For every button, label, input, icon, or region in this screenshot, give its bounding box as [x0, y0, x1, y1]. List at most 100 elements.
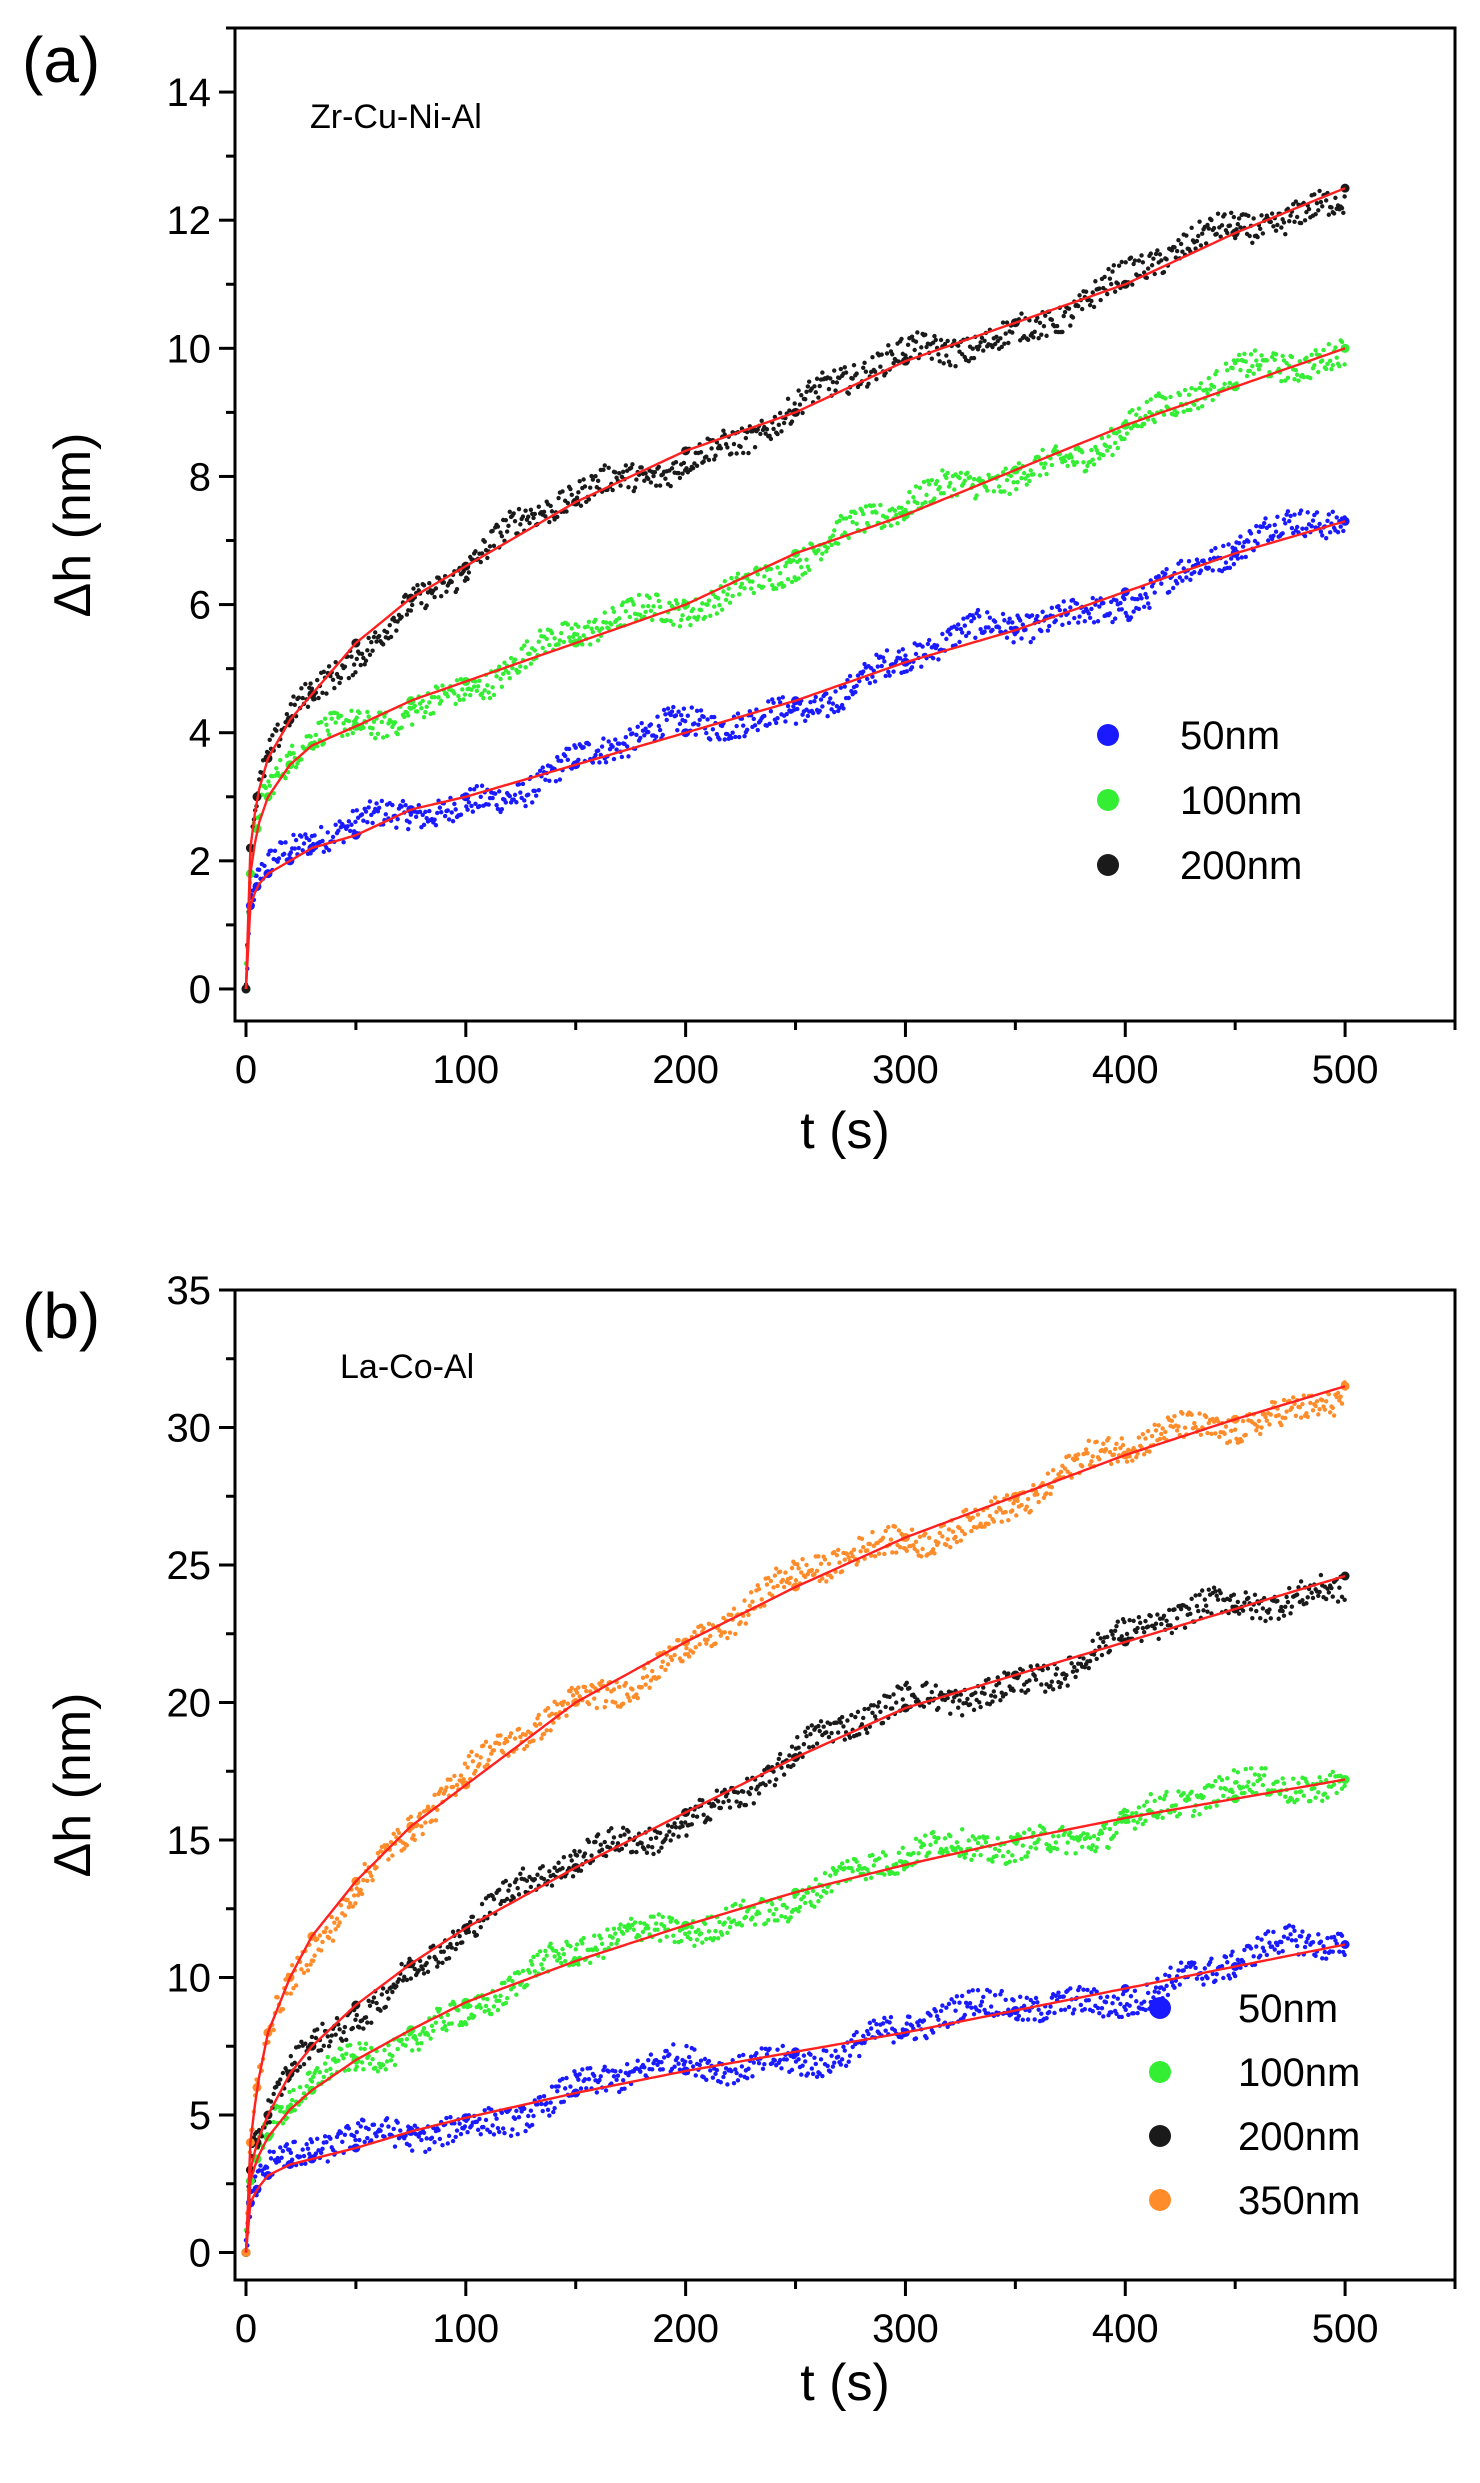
- pb-scatter-dot: [392, 2144, 398, 2149]
- pb-scatter-dot: [656, 1849, 662, 1854]
- pa-scatter-dot: [586, 619, 592, 624]
- pb-scatter-dot: [816, 1899, 821, 1904]
- pb-scatter-dot: [971, 2011, 977, 2017]
- pb-scatter-dot: [309, 2079, 315, 2084]
- pb-scatter-dot: [1232, 1973, 1238, 1979]
- pb-scatter-dot: [457, 2121, 462, 2126]
- pa-scatter-dot: [768, 566, 774, 572]
- pa-scatter-dot: [1114, 598, 1119, 603]
- pb-scatter-dot: [1296, 1781, 1301, 1786]
- pb-scatter-dot: [378, 2128, 383, 2134]
- pb-scatter-dot: [388, 2058, 394, 2063]
- pa-scatter-dot: [1044, 333, 1049, 339]
- pb-scatter-dot: [427, 2146, 432, 2152]
- pb-scatter-dot: [770, 2060, 775, 2066]
- pb-scatter-dot: [1320, 1956, 1325, 1961]
- pb-scatter-dot: [478, 2005, 483, 2011]
- pb-scatter-dot: [1027, 1678, 1032, 1683]
- pb-scatter-dot: [328, 2136, 333, 2141]
- pa-scatter-dot: [915, 330, 920, 335]
- pa-scatter-dot: [853, 689, 858, 695]
- pb-scatter-dot: [663, 1836, 668, 1842]
- pb-scatter-dot: [722, 1787, 727, 1793]
- pb-scatter-dot: [929, 1689, 935, 1695]
- pa-scatter-dot: [404, 612, 410, 617]
- pa-scatter-dot: [274, 766, 279, 771]
- pa-scatter-dot: [913, 651, 919, 657]
- pb-scatter-dot: [1169, 1979, 1175, 1985]
- pa-scatter-dot: [913, 339, 919, 344]
- pb-scatter-dot: [996, 1848, 1002, 1853]
- pb-scatter-dot: [506, 1888, 511, 1893]
- pb-scatter-dot: [1025, 1850, 1031, 1855]
- pb-scatter-dot: [518, 1871, 523, 1877]
- pa-scatter-dot: [1268, 219, 1273, 225]
- pb-scatter-dot: [487, 2129, 493, 2135]
- pb-scatter-dot: [773, 1777, 779, 1782]
- pb-scatter-dot: [378, 2008, 383, 2013]
- pa-scatter-dot: [958, 626, 964, 632]
- pb-scatter-dot: [1078, 2002, 1084, 2008]
- pb-scatter-dot: [981, 1685, 986, 1690]
- pa-scatter-dot: [1077, 293, 1082, 298]
- pb-scatter-dot: [1244, 1784, 1250, 1789]
- pb-scatter-dot: [839, 1714, 845, 1720]
- pb-scatter-dot: [618, 2069, 623, 2074]
- pa-scatter-dot: [495, 524, 501, 529]
- pa-scatter-dot: [1102, 274, 1107, 280]
- pb-scatter-dot: [250, 2188, 255, 2194]
- pb-scatter-dot: [591, 1933, 597, 1938]
- pa-scatter-dot: [1194, 557, 1200, 562]
- pb-scatter-dot: [362, 2139, 367, 2145]
- pb-scatter-dot: [771, 1911, 776, 1917]
- pb-scatter-dot: [515, 2131, 520, 2137]
- pa-scatter-dot: [1000, 611, 1006, 617]
- pa-scatter-dot: [1003, 466, 1008, 471]
- pb-scatter-dot: [380, 1986, 386, 1991]
- pa-scatter-dot: [289, 743, 295, 749]
- pa-scatter-dot: [925, 478, 931, 483]
- pa-scatter-dot: [1211, 225, 1217, 231]
- pb-scatter-dot: [1242, 1947, 1247, 1953]
- pa-scatter-dot: [1089, 606, 1094, 612]
- pa-scatter-dot: [1089, 447, 1094, 453]
- panel-a-legend-label-2: 100nm: [1180, 779, 1302, 823]
- pa-scatter-dot: [929, 356, 935, 361]
- pa-scatter-dot: [961, 616, 966, 621]
- pb-scatter-dot: [510, 1978, 515, 1984]
- pa-scatter-dot: [1339, 339, 1345, 345]
- pa-scatter-dot: [366, 805, 371, 810]
- pa-scatter-dot: [552, 636, 557, 641]
- pb-scatter-dot: [588, 2065, 593, 2071]
- pb-scatter-dot: [461, 2004, 466, 2009]
- pb-scatter-dot: [549, 2084, 555, 2089]
- pb-scatter-dot: [930, 2030, 936, 2035]
- pa-scatter-dot: [1039, 332, 1044, 337]
- pa-scatter-dot: [424, 603, 429, 608]
- pa-scatter-dot: [272, 848, 278, 854]
- pa-scatter-dot: [1141, 604, 1147, 610]
- pb-scatter-dot: [1016, 2013, 1022, 2019]
- pa-scatter-dot: [454, 678, 460, 683]
- pb-scatter-dot: [318, 2150, 324, 2156]
- pa-scatter-dot: [1028, 639, 1033, 645]
- pa-scatter-dot: [985, 488, 990, 493]
- pa-scatter-dot: [903, 653, 908, 658]
- pa-scatter-dot: [388, 634, 394, 640]
- pa-scatter-dot: [322, 716, 328, 721]
- pa-scatter-dot: [1329, 367, 1334, 372]
- pa-scatter-dot: [1240, 544, 1246, 549]
- pb-scatter-dot: [690, 2064, 696, 2069]
- pa-scatter-dot: [642, 478, 647, 483]
- pa-scatter-dot: [708, 613, 713, 619]
- pb-scatter-dot: [779, 1913, 784, 1919]
- pa-scatter-dot: [789, 419, 795, 424]
- pb-scatter-dot: [1003, 1691, 1008, 1697]
- pb-scatter-dot: [1261, 1773, 1267, 1778]
- pa-scatter-dot: [1283, 231, 1288, 237]
- pa-scatter-dot: [1007, 491, 1012, 497]
- pa-scatter-dot: [698, 607, 704, 613]
- pa-scatter-dot: [384, 733, 390, 739]
- pa-scatter-dot: [676, 709, 681, 714]
- pa-scatter-dot: [963, 633, 969, 639]
